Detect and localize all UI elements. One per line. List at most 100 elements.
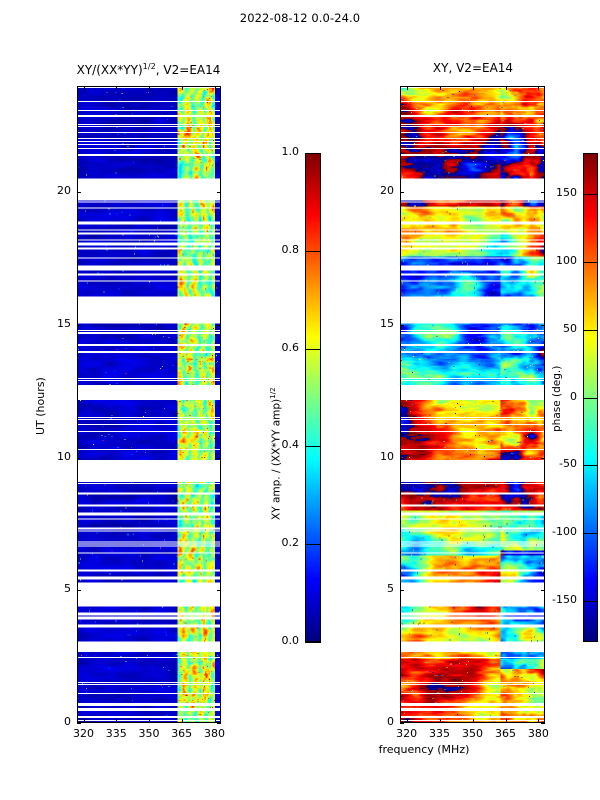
left-xtick-mark-0 xyxy=(83,719,85,723)
left-xtick-label-1: 335 xyxy=(105,727,127,740)
right-colorbar-tick-mark-5 xyxy=(583,261,598,263)
right-heatmap-axes[interactable] xyxy=(400,86,545,723)
left-ytick-mark-1 xyxy=(77,590,81,592)
right-ytick-label-4: 20 xyxy=(380,184,394,198)
left-xtick-label-3: 365 xyxy=(171,727,193,740)
right-colorbar-tick-label-3: 0 xyxy=(570,389,577,403)
left-ytick-label-2: 10 xyxy=(57,449,71,463)
left-colorbar-tick-label-3: 0.6 xyxy=(281,340,300,354)
left-ytick-label-1: 5 xyxy=(64,582,71,596)
right-ytick-label-1: 5 xyxy=(387,582,394,596)
right-xtick-label-3: 365 xyxy=(495,727,516,740)
left-colorbar[interactable] xyxy=(305,153,321,642)
left-ytick-label-3: 15 xyxy=(57,316,71,330)
right-panel-title: XY, V2=EA14 xyxy=(432,61,514,75)
right-xtick-label-4: 380 xyxy=(527,727,549,740)
left-xtick-label-0: 320 xyxy=(73,727,94,740)
right-xtick-mark-top-4 xyxy=(538,86,540,90)
right-xtick-label-2: 350 xyxy=(462,727,483,740)
right-colorbar-tick-label-6: 150 xyxy=(556,185,577,199)
y-axis-label: UT (hours) xyxy=(34,377,47,435)
left-xtick-mark-3 xyxy=(181,719,183,723)
left-colorbar-tick-label-0: 0.0 xyxy=(281,634,300,647)
left-heatmap-axes[interactable] xyxy=(77,86,221,723)
right-ytick-label-0: 0 xyxy=(387,715,394,728)
right-xtick-mark-top-3 xyxy=(505,86,507,90)
right-colorbar-tick-mark-3 xyxy=(583,397,598,399)
right-ytick-label-2: 10 xyxy=(380,449,394,463)
right-xtick-mark-0 xyxy=(406,719,408,723)
right-xtick-mark-top-0 xyxy=(406,86,408,90)
left-ytick-label-0: 0 xyxy=(64,715,71,728)
left-ytick-mark-right-2 xyxy=(217,457,221,459)
left-xtick-mark-top-3 xyxy=(181,86,183,90)
left-ytick-mark-3 xyxy=(77,324,81,326)
left-colorbar-tick-label-2: 0.4 xyxy=(281,438,300,452)
left-colorbar-tick-mark-1 xyxy=(305,544,321,546)
left-colorbar-tick-mark-4 xyxy=(305,250,321,252)
right-xtick-label-0: 320 xyxy=(396,727,418,740)
left-ytick-label-4: 20 xyxy=(57,184,71,198)
left-panel-title: XY/(XX*YY)1/2, V2=EA14 xyxy=(0,61,297,77)
left-xtick-mark-4 xyxy=(214,719,216,723)
right-ytick-mark-4 xyxy=(400,192,404,194)
left-xtick-label-2: 350 xyxy=(138,727,160,740)
figure-suptitle: 2022-08-12 0.0-24.0 xyxy=(239,11,361,25)
left-ytick-mark-right-3 xyxy=(217,324,221,326)
left-colorbar-tick-mark-5 xyxy=(305,153,321,154)
left-xtick-mark-top-4 xyxy=(214,86,216,90)
right-colorbar-tick-label-0: -150 xyxy=(552,593,577,607)
right-xtick-mark-top-2 xyxy=(472,86,474,90)
right-ytick-label-3: 15 xyxy=(380,316,394,330)
right-colorbar-tick-label-4: 50 xyxy=(563,321,577,335)
right-ytick-mark-1 xyxy=(400,590,404,592)
left-xtick-mark-1 xyxy=(116,719,118,723)
left-xtick-mark-2 xyxy=(149,719,150,723)
left-xtick-label-4: 380 xyxy=(204,727,225,740)
right-xtick-mark-top-1 xyxy=(439,86,441,90)
left-ytick-mark-right-0 xyxy=(217,723,221,724)
right-ytick-mark-right-3 xyxy=(541,324,545,326)
left-colorbar-tick-label-5: 1.0 xyxy=(281,145,300,158)
right-colorbar-tick-mark-1 xyxy=(583,533,598,535)
right-ytick-mark-right-2 xyxy=(541,457,545,459)
right-colorbar-tick-mark-6 xyxy=(583,193,598,195)
left-xtick-mark-top-0 xyxy=(83,86,85,90)
left-ytick-mark-right-4 xyxy=(217,192,221,194)
left-panel-title-main: XY/(XX*YY) xyxy=(76,63,143,77)
right-xtick-mark-4 xyxy=(538,719,540,723)
x-axis-label: frequency (MHz) xyxy=(378,743,470,756)
left-colorbar-tick-label-1: 0.2 xyxy=(281,536,300,550)
right-ytick-mark-right-0 xyxy=(541,723,545,724)
right-xtick-label-1: 335 xyxy=(429,727,450,740)
right-ytick-mark-right-4 xyxy=(541,192,545,194)
left-colorbar-tick-mark-3 xyxy=(305,348,321,350)
right-xtick-mark-1 xyxy=(439,719,441,723)
right-colorbar-tick-label-2: -50 xyxy=(559,457,577,471)
right-ytick-mark-0 xyxy=(400,723,404,724)
left-colorbar-tick-mark-0 xyxy=(305,642,321,643)
left-xtick-mark-top-1 xyxy=(116,86,118,90)
left-colorbar-tick-mark-2 xyxy=(305,446,321,448)
right-colorbar-tick-mark-4 xyxy=(583,329,598,331)
left-ytick-mark-2 xyxy=(77,457,81,459)
right-xtick-mark-2 xyxy=(472,719,474,723)
left-colorbar-label-main: XY amp. / (XX*YY amp) xyxy=(270,398,283,520)
right-ytick-mark-2 xyxy=(400,457,404,459)
left-xtick-mark-top-2 xyxy=(149,86,150,90)
left-ytick-mark-4 xyxy=(77,192,81,194)
left-ytick-mark-right-1 xyxy=(217,590,221,592)
left-panel-title-exponent: 1/2 xyxy=(142,61,156,71)
left-colorbar-label: XY amp. / (XX*YY amp)1/2 xyxy=(268,387,283,520)
right-colorbar-tick-mark-2 xyxy=(583,465,598,467)
right-ytick-mark-right-1 xyxy=(541,590,545,592)
right-colorbar-tick-mark-0 xyxy=(583,601,598,603)
right-ytick-mark-3 xyxy=(400,324,404,326)
right-colorbar-tick-label-1: -100 xyxy=(552,525,577,539)
left-panel-title-tail: , V2=EA14 xyxy=(155,63,221,77)
left-ytick-mark-0 xyxy=(77,723,81,724)
right-xtick-mark-3 xyxy=(505,719,507,723)
left-colorbar-label-exponent: 1/2 xyxy=(268,387,277,399)
right-colorbar-tick-label-5: 100 xyxy=(556,253,577,267)
